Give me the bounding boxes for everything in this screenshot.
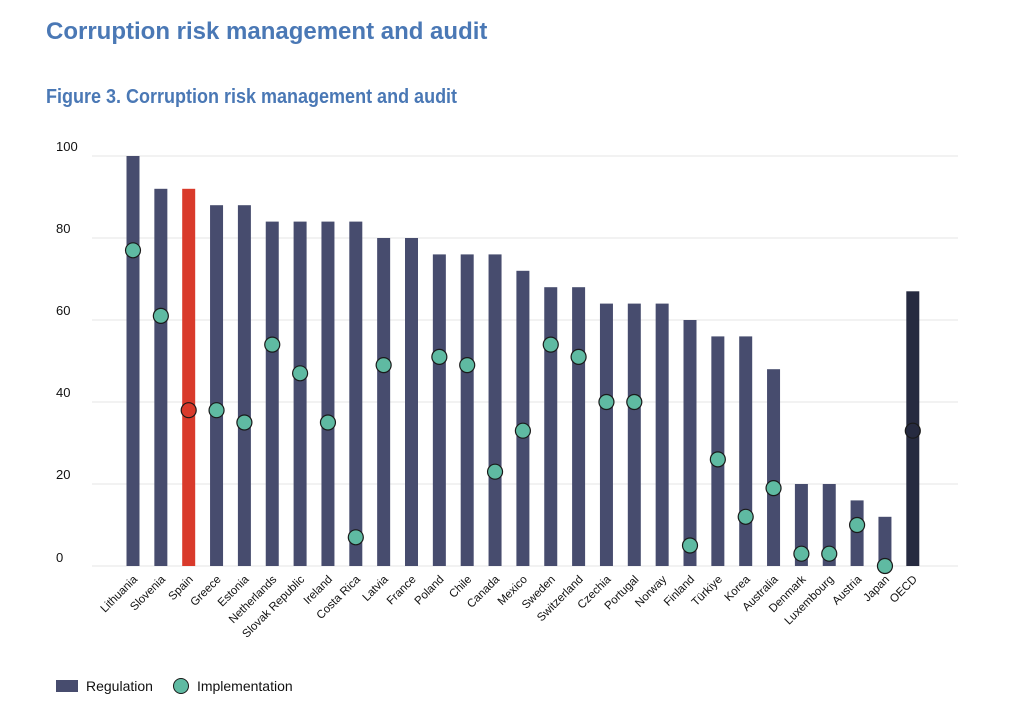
regulation-bar [878,516,892,566]
regulation-bar [321,221,335,566]
regulation-bar [377,238,391,566]
figure-title: Figure 3. Corruption risk management and… [46,86,458,108]
regulation-bar [655,303,669,566]
implementation-dot [292,365,309,382]
y-tick-label: 100 [56,139,78,154]
regulation-bar [349,221,363,566]
regulation-bar [237,205,251,566]
regulation-bar [265,221,279,566]
implementation-swatch [172,678,189,694]
regulation-swatch [56,680,78,692]
implementation-dot [709,451,726,468]
implementation-dot [570,348,587,365]
regulation-bar [822,484,836,566]
implementation-dot [821,545,838,562]
regulation-bar [154,188,168,567]
regulation-bar [544,287,558,566]
regulation-bar [460,254,474,566]
regulation-bar [488,254,502,566]
implementation-dot [208,402,225,419]
regulation-bar [739,336,753,566]
regulation-bar [516,270,530,566]
bar-chart: 0 20 40 60 80 100 LithuaniaSloveniaSpainGreec… [56,139,958,640]
x-tick-label: Norway [633,573,669,609]
x-tick-label: Türkiye [690,574,725,609]
regulation-bars [126,156,920,567]
implementation-dot [737,508,754,525]
y-tick-label: 0 [56,550,63,565]
y-tick-label: 60 [56,303,70,318]
implementation-dot [876,557,894,575]
regulation-bar [405,238,418,566]
implementation-dot [319,414,337,431]
implementation-dot [514,422,532,439]
regulation-bar [627,303,641,566]
implementation-dot [180,402,197,419]
implementation-dot [765,480,782,497]
legend-regulation-label: Regulation [86,678,153,694]
implementation-dot [431,348,448,365]
x-tick-label: OECD [888,574,920,606]
section-title: Corruption risk management and audit [46,18,488,45]
implementation-dot [152,307,169,324]
x-tick-label: France [385,574,419,608]
implementation-dot [486,463,504,480]
regulation-bar [126,156,140,566]
legend-implementation-label: Implementation [196,678,293,694]
x-tick-label: Poland [413,574,447,608]
legend-item-regulation: Regulation [56,678,153,694]
implementation-dot [848,516,866,534]
regulation-bar [293,221,307,566]
regulation-bar [767,369,781,566]
regulation-bar [794,484,808,566]
y-tick-label: 20 [56,467,70,482]
implementation-dot [626,393,643,411]
implementation-dot [681,537,699,554]
implementation-dot [347,529,364,546]
implementation-dot [793,545,810,562]
y-tick-label: 80 [56,221,70,236]
x-axis-labels: LithuaniaSloveniaSpainGreeceEstoniaNethe… [99,573,920,640]
implementation-dot [904,422,921,439]
regulation-bar [572,287,586,566]
regulation-bar [599,303,613,566]
regulation-bar [683,320,697,566]
implementation-dot [459,357,476,374]
x-tick-label: Japan [861,574,892,605]
implementation-dot [236,414,253,431]
regulation-bar [182,188,196,567]
regulation-bar [210,205,224,566]
implementation-dot [542,336,559,353]
implementation-dot [124,242,142,259]
legend-item-implementation: Implementation [172,678,293,694]
regulation-bar [850,500,864,566]
implementation-dot [375,357,392,374]
y-axis-ticks: 0 20 40 60 80 100 [56,139,78,565]
implementation-dot [264,336,281,353]
implementation-dot [598,393,615,411]
implementation-dots [124,242,921,575]
regulation-bar [432,254,446,566]
regulation-bar [711,336,725,566]
legend: Regulation Implementation [56,678,313,694]
x-tick-label: Austria [830,573,864,607]
y-tick-label: 40 [56,385,70,400]
